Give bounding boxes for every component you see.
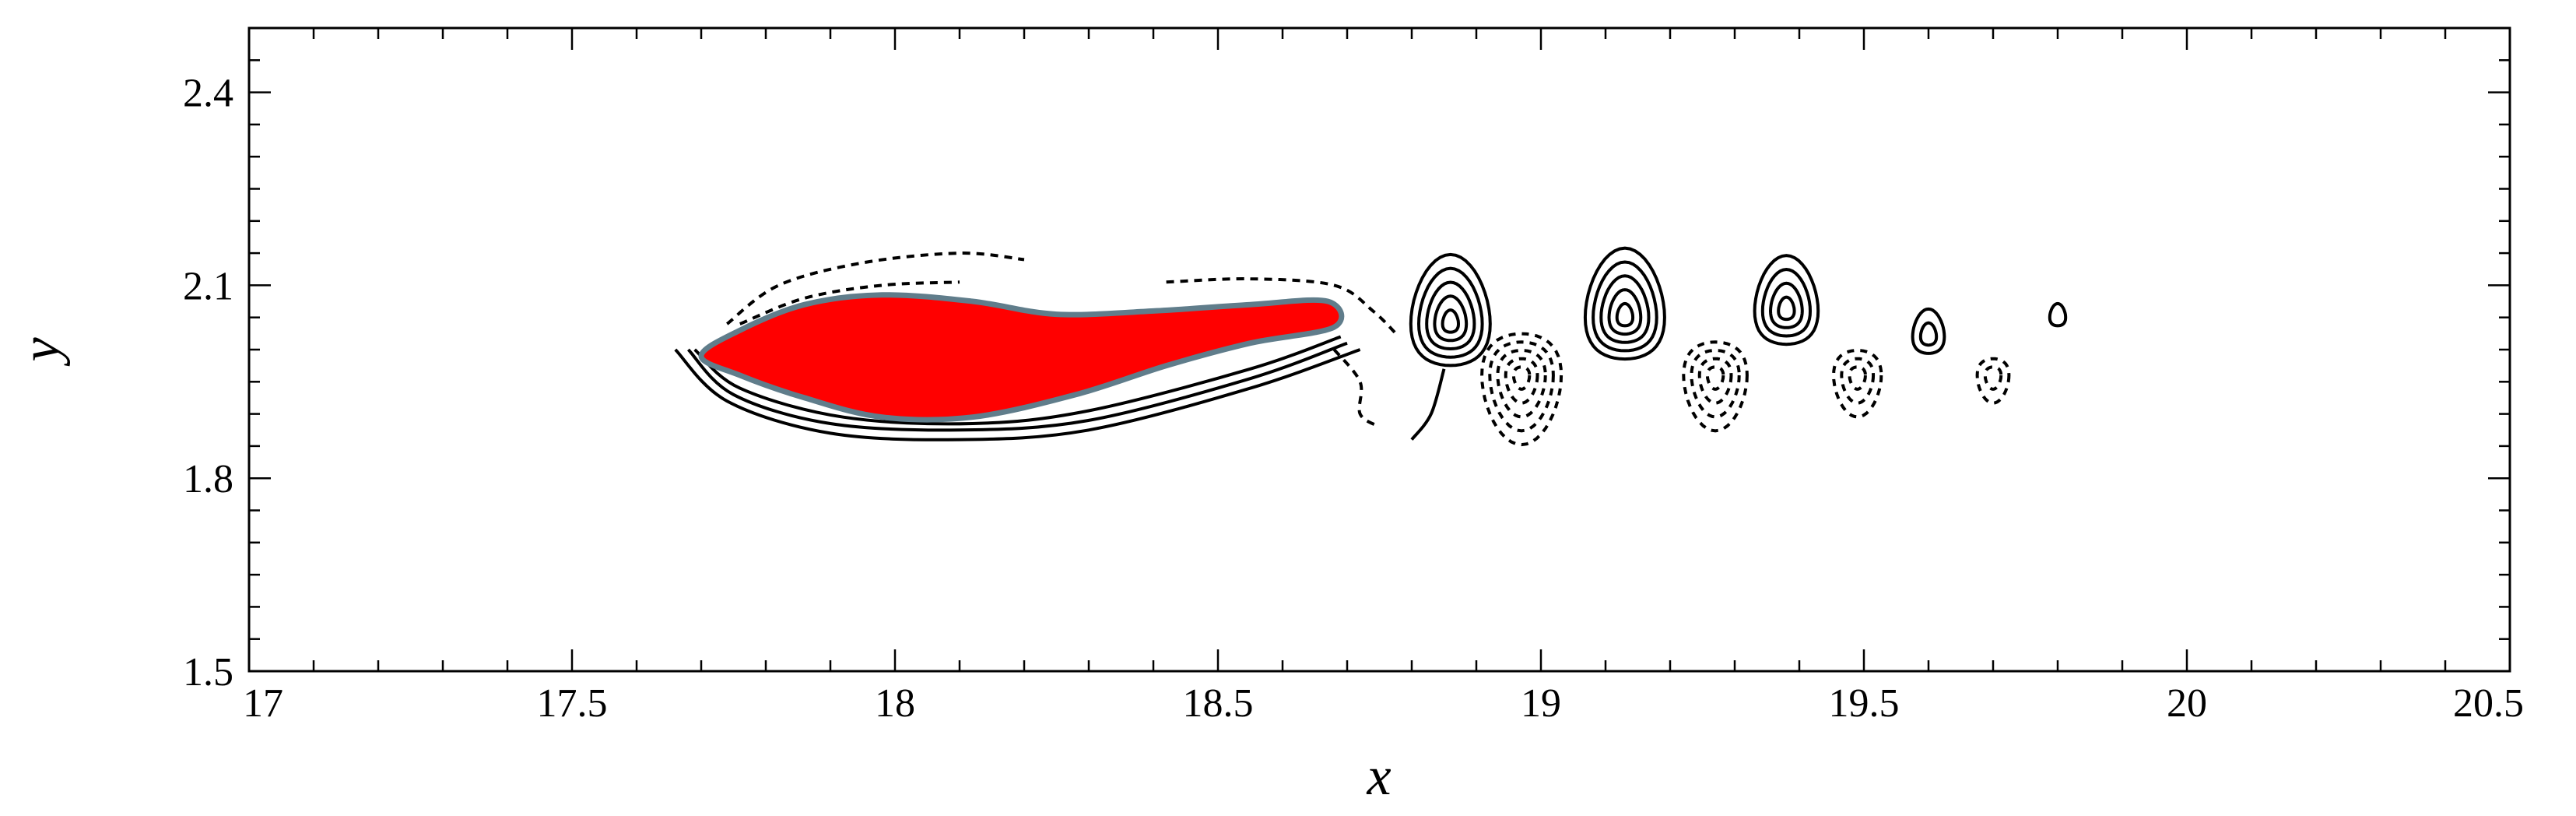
- x-tick-label: 17.5: [537, 681, 608, 726]
- positive-shear-contour: [686, 341, 1348, 432]
- x-tick-label: 18.5: [1183, 681, 1254, 726]
- negative-vortex-contour: [1832, 348, 1883, 419]
- negative-vortex-contour: [1496, 348, 1547, 419]
- negative-shear-contour: [1166, 277, 1400, 338]
- negative-vortex-contour: [1840, 357, 1876, 405]
- y-axis-label: y: [11, 337, 71, 367]
- positive-vortex-contour: [1425, 280, 1476, 351]
- negative-shear-contour: [725, 251, 1025, 325]
- y-tick-label: 2.1: [183, 264, 233, 308]
- body-shape: [698, 292, 1345, 423]
- negative-vortex-contour: [1682, 340, 1749, 433]
- y-tick-label: 1.5: [183, 650, 233, 695]
- positive-vortex-contour: [1768, 281, 1804, 329]
- negative-shear-contour: [739, 280, 960, 325]
- negative-vortex-contour: [1511, 365, 1532, 391]
- positive-vortex-contour: [1753, 254, 1820, 346]
- positive-vortex-contour: [1607, 288, 1643, 336]
- positive-vortex-contour: [1615, 301, 1635, 328]
- negative-vortex-contour: [1690, 348, 1741, 419]
- positive-shear-contour: [1410, 368, 1446, 441]
- x-tick-label: 20.5: [2453, 681, 2524, 726]
- positive-vortex-contour: [1592, 260, 1658, 353]
- positive-vortex-contour: [2048, 301, 2068, 328]
- x-tick-label: 17: [243, 681, 283, 726]
- positive-vortex-contour: [1911, 307, 1946, 355]
- negative-vortex-contour: [1480, 332, 1563, 447]
- negative-vortex-contour: [1504, 357, 1539, 405]
- x-axis-ticks: 17 17.5 18 18.5 19 19.5 20 20.5: [243, 28, 2524, 726]
- swimming-body: [698, 292, 1345, 423]
- x-axis-label: x: [1366, 747, 1391, 807]
- negative-vortex-contour: [1488, 340, 1555, 433]
- negative-vortex-contour: [1983, 365, 2003, 391]
- negative-shear-contour: [1332, 348, 1381, 428]
- negative-vortex-contour: [1697, 357, 1733, 405]
- y-axis-ticks: 1.5 1.8 2.1 2.4: [183, 26, 2510, 695]
- plot-frame: [247, 26, 2511, 673]
- y-tick-label: 2.4: [183, 72, 233, 116]
- positive-vortex-contour: [1918, 321, 1939, 347]
- y-tick-label: 1.8: [183, 457, 233, 501]
- positive-shear-contour: [674, 348, 1361, 441]
- positive-vortex-contour: [1416, 266, 1484, 359]
- negative-vortex-contour: [1975, 357, 2011, 405]
- positive-vortex-contour: [1409, 252, 1492, 368]
- negative-vortex-contour: [1848, 365, 1867, 391]
- x-tick-label: 20: [2167, 681, 2207, 726]
- positive-vortex-contour: [1583, 246, 1666, 361]
- negative-vortex-contour: [1705, 365, 1725, 391]
- positive-vortex-contour: [1441, 308, 1461, 334]
- positive-shear-contour: [693, 335, 1342, 426]
- vorticity-contours: [674, 246, 2068, 447]
- x-tick-label: 19.5: [1829, 681, 1900, 726]
- x-tick-label: 18: [875, 681, 915, 726]
- positive-vortex-contour: [1777, 295, 1796, 322]
- positive-vortex-contour: [1433, 294, 1469, 343]
- positive-vortex-contour: [1599, 274, 1651, 344]
- positive-vortex-contour: [1760, 267, 1813, 338]
- x-tick-label: 19: [1521, 681, 1561, 726]
